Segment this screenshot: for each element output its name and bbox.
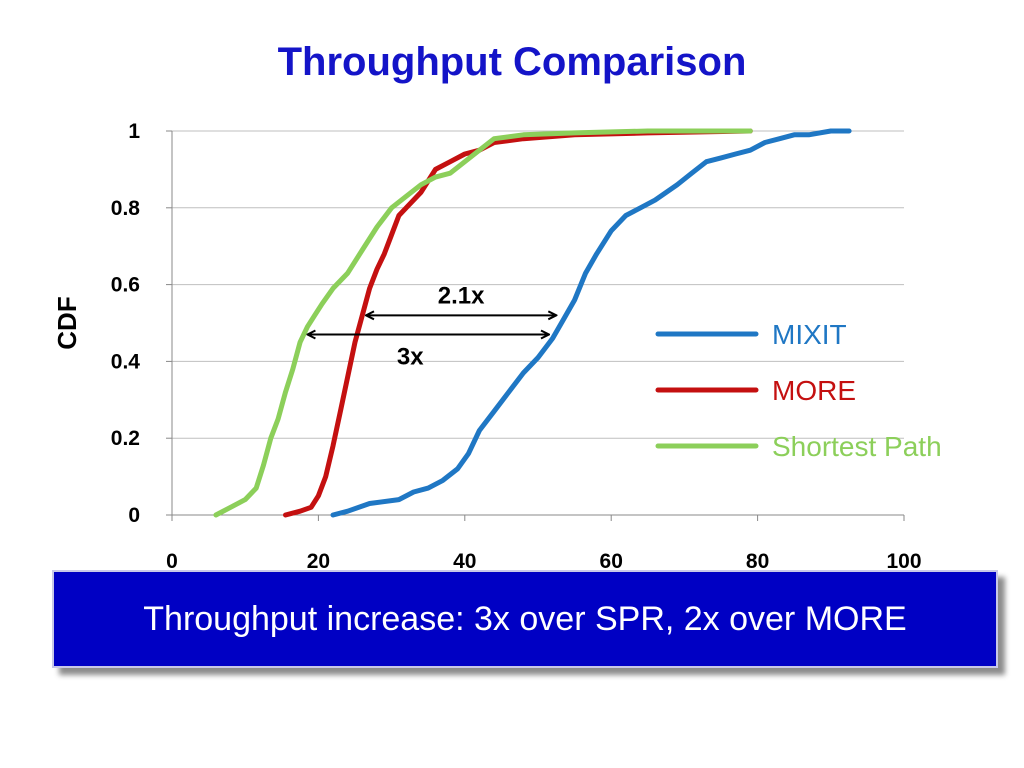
y-tick-label-4: 0.8 (111, 197, 141, 220)
legend: MIXIT MORE Shortest Path (655, 319, 942, 462)
series-line-mixit (330, 128, 852, 518)
x-tick-label-4: 80 (746, 550, 769, 573)
summary-banner: Throughput increase: 3x over SPR, 2x ove… (52, 570, 998, 668)
y-axis-title: CDF (52, 296, 82, 349)
cdf-line-chart: 0 0.2 0.4 0.6 0.8 1 0 20 40 60 80 100 CDF 2.1x 3x MIX… (52, 120, 942, 573)
y-tick-label-0: 0 (128, 504, 140, 527)
page-title: Throughput Comparison (277, 40, 747, 84)
y-tick-label-2: 0.4 (111, 350, 141, 373)
x-tick-label-0: 0 (166, 550, 178, 573)
series-line-more (283, 128, 753, 518)
x-tick-label-3: 60 (600, 550, 623, 573)
annotation-label-1: 3x (397, 344, 424, 371)
y-tick-label-1: 0.2 (111, 427, 140, 450)
legend-label-more: MORE (772, 375, 856, 406)
banner-text: Throughput increase: 3x over SPR, 2x ove… (143, 599, 907, 638)
data-series (213, 128, 852, 518)
legend-label-shortest-path: Shortest Path (772, 431, 942, 462)
legend-label-mixit: MIXIT (772, 319, 847, 350)
x-tick-label-1: 20 (307, 550, 330, 573)
annotation-label-0: 2.1x (438, 282, 485, 309)
y-tick-label-5: 1 (128, 120, 140, 143)
x-tick-label-5: 100 (886, 550, 921, 573)
axes: 0 0.2 0.4 0.6 0.8 1 0 20 40 60 80 100 CDF (52, 120, 922, 573)
annotations: 2.1x 3x (307, 282, 556, 371)
y-tick-label-3: 0.6 (111, 274, 140, 297)
x-tick-label-2: 40 (453, 550, 476, 573)
series-line-shortest-path (213, 128, 753, 518)
